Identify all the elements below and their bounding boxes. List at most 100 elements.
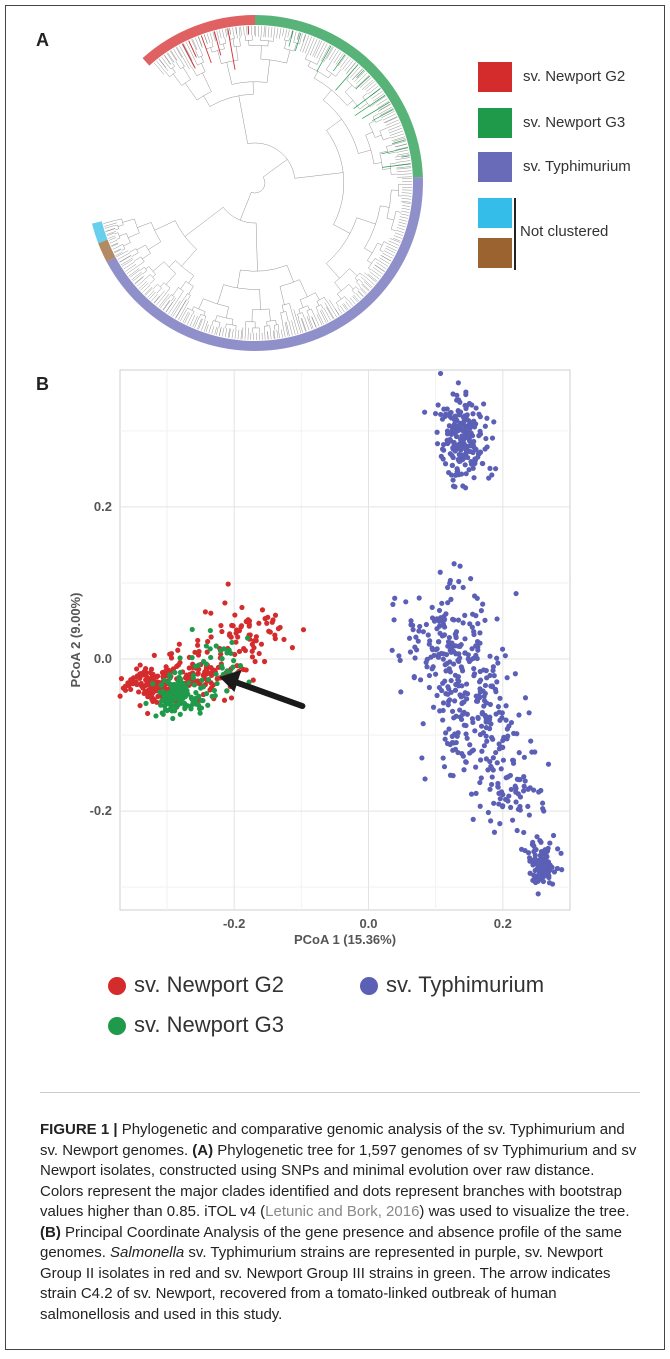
data-point [532, 857, 538, 864]
clade-color-ring [91, 15, 424, 351]
data-point [265, 614, 271, 620]
data-point [489, 734, 495, 741]
bottom-legend-item-newport-g3: sv. Newport G3 [108, 1012, 284, 1038]
data-point [444, 584, 451, 591]
data-point [554, 865, 561, 872]
data-point [455, 617, 462, 623]
data-point [191, 682, 198, 688]
data-point [496, 746, 503, 752]
data-point [229, 639, 235, 646]
data-point [464, 681, 470, 687]
data-point [396, 653, 402, 659]
data-point [227, 631, 233, 637]
data-point [500, 757, 507, 763]
data-point [259, 607, 266, 613]
data-point [484, 444, 490, 450]
data-point [256, 650, 262, 657]
data-point [453, 472, 459, 478]
data-point [177, 669, 183, 676]
data-point [467, 423, 473, 429]
data-point [236, 648, 243, 655]
data-point [446, 634, 452, 641]
data-point [503, 703, 509, 709]
legend-swatch-unclustered-brown [478, 238, 512, 268]
data-point [559, 867, 565, 873]
data-point [224, 668, 230, 674]
data-point [458, 471, 465, 477]
clade-arc [91, 221, 108, 244]
data-point [445, 684, 451, 690]
data-point [495, 780, 501, 787]
data-point [408, 622, 414, 628]
data-point [487, 465, 493, 471]
data-point [474, 696, 481, 702]
data-point [245, 617, 251, 623]
data-point [477, 779, 483, 786]
data-point [539, 851, 545, 857]
data-point [466, 400, 473, 407]
data-point [457, 563, 463, 569]
data-point [521, 829, 527, 836]
data-point [459, 683, 465, 689]
data-point [197, 710, 203, 716]
data-point [480, 601, 486, 607]
bottom-legend-item-typhimurium: sv. Typhimurium [360, 972, 544, 998]
data-point [531, 787, 537, 793]
data-point [488, 763, 494, 770]
data-point [397, 657, 403, 663]
data-point [464, 696, 470, 702]
data-point [467, 438, 473, 444]
data-point [266, 628, 272, 634]
data-point [437, 370, 444, 377]
data-point [426, 672, 433, 679]
data-point [445, 702, 451, 708]
data-point [391, 617, 397, 623]
data-point [174, 688, 180, 694]
data-point [231, 658, 237, 664]
data-point [161, 677, 168, 684]
data-point [440, 700, 447, 706]
data-point [417, 623, 423, 630]
data-point [208, 610, 214, 616]
data-point [477, 803, 483, 809]
data-point [300, 627, 307, 633]
data-point [437, 569, 443, 575]
data-point [460, 483, 466, 489]
data-point [451, 584, 457, 590]
data-point [189, 696, 195, 702]
data-point [487, 758, 493, 765]
data-point [443, 730, 449, 736]
data-point [477, 449, 484, 455]
data-point [462, 462, 468, 468]
legend-label-newport-g2: sv. Newport G2 [523, 68, 626, 85]
data-point [444, 740, 451, 747]
x-tick-label: 0.0 [359, 916, 377, 931]
data-point [481, 401, 487, 407]
data-point [452, 643, 459, 649]
data-point [230, 664, 236, 670]
data-point [489, 781, 495, 788]
data-point [456, 458, 462, 465]
data-point [463, 391, 469, 398]
data-point [536, 789, 542, 795]
data-point [232, 651, 238, 658]
caption-text-4: Principal Coordinate Analysis of the gen… [40, 1223, 623, 1262]
data-point [138, 680, 144, 687]
data-point [485, 809, 491, 816]
data-point [460, 584, 466, 591]
data-point [463, 731, 469, 737]
data-point [470, 465, 476, 471]
data-point [454, 442, 460, 448]
caption-reference-link[interactable]: Letunic and Bork, 2016 [265, 1203, 420, 1220]
data-point [193, 695, 199, 701]
data-point [470, 411, 476, 417]
data-point [505, 774, 511, 780]
figure-caption: FIGURE 1 | Phylogenetic and comparative … [40, 1120, 640, 1325]
data-point [466, 467, 472, 473]
data-point [422, 409, 428, 415]
data-point [535, 891, 541, 897]
clade-arc [255, 15, 423, 178]
data-point [198, 685, 204, 691]
y-tick-label: -0.2 [90, 803, 112, 818]
data-point [171, 684, 177, 690]
